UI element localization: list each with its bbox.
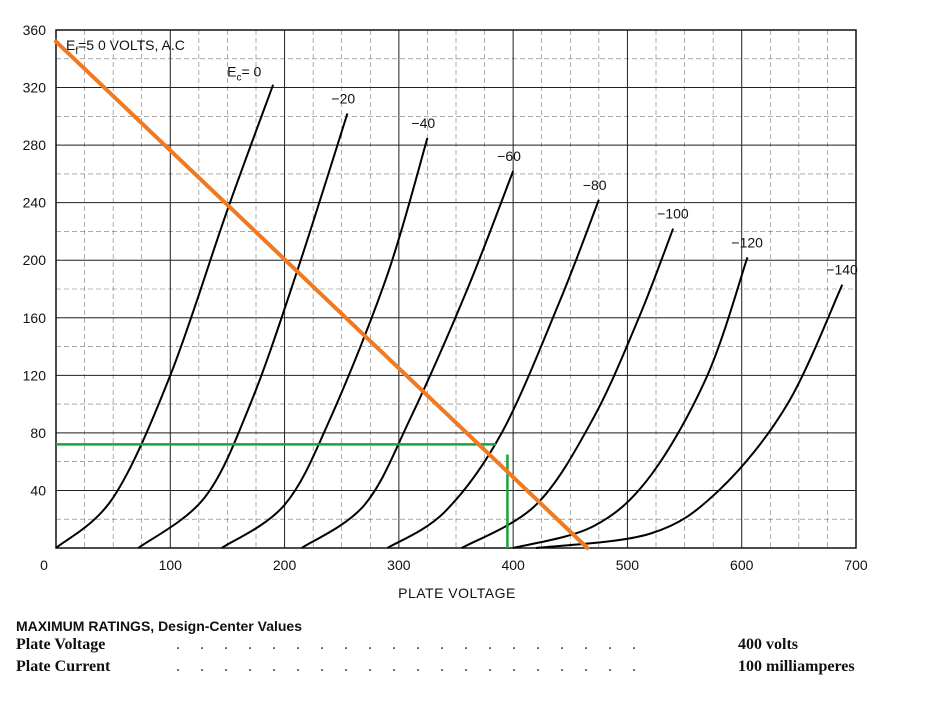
load-line [54, 39, 590, 550]
y-tick-label: 320 [23, 80, 47, 96]
x-tick-label: 600 [730, 557, 754, 573]
axis-tick-labels: 0 100 200 300 400 500 600 700 40 80 120 160 200 240 28… [23, 22, 868, 573]
x-tick-label: 200 [273, 557, 297, 573]
x-axis-title: PLATE VOLTAGE [398, 585, 516, 601]
leader-dots: . . . . . . . . . . . . . . . . . . . . [176, 658, 644, 675]
y-tick-label: 240 [23, 195, 47, 211]
leader-dots: . . . . . . . . . . . . . . . . . . . . [176, 636, 644, 653]
curve-−100 [461, 228, 675, 549]
x-tick-label: 100 [159, 557, 183, 573]
ratings-row: Plate Voltage . . . . . . . . . . . . . … [16, 636, 916, 658]
curve-label: −80 [583, 177, 607, 193]
x-tick-label: 400 [501, 557, 525, 573]
ratings-label-plate-current: Plate Current [16, 658, 111, 675]
x-tick-label: 700 [844, 557, 868, 573]
y-tick-label: 360 [23, 22, 47, 38]
curve-label: −120 [731, 234, 763, 250]
ratings-label-plate-voltage: Plate Voltage [16, 636, 106, 653]
curve-−80 [386, 199, 600, 549]
curve-label: −20 [331, 90, 355, 106]
y-tick-label: 200 [23, 252, 47, 268]
load-line-path [54, 39, 590, 550]
curve-labels: Ef=5 0 VOLTS, A.C Ec= 0 −20 −40 −60 −80 −100 −1… [66, 37, 858, 278]
x-tick-label: 0 [40, 557, 48, 573]
major-grid [55, 29, 857, 549]
y-tick-label: 40 [30, 482, 46, 498]
curve-−120 [512, 257, 749, 549]
x-tick-label: 300 [387, 557, 411, 573]
minor-grid [55, 29, 857, 549]
plot-frame [55, 29, 857, 549]
ratings-value-plate-voltage: 400 volts [738, 636, 798, 653]
ratings-value-plate-current: 100 milliamperes [738, 658, 855, 675]
curve-label-0: Ec= 0 [227, 64, 261, 84]
curve-label: −40 [411, 115, 435, 131]
maximum-ratings-section: MAXIMUM RATINGS, Design-Center Values Pl… [16, 618, 916, 680]
plate-characteristics-chart: 0 100 200 300 400 500 600 700 40 80 120 160 200 240 28… [23, 22, 868, 601]
curve-−140 [535, 284, 844, 549]
curve-−20 [137, 113, 349, 549]
operating-point-guides [56, 443, 509, 548]
curve-−60 [301, 170, 515, 549]
curve-−40 [221, 137, 429, 549]
y-tick-label: 280 [23, 137, 47, 153]
y-tick-label: 80 [30, 425, 46, 441]
y-tick-label: 120 [23, 367, 47, 383]
curve-0 [55, 84, 275, 549]
heater-voltage-label: Ef=5 0 VOLTS, A.C [66, 37, 185, 57]
ratings-title: MAXIMUM RATINGS, Design-Center Values [16, 618, 303, 634]
y-tick-label: 160 [23, 310, 47, 326]
ratings-row: Plate Current . . . . . . . . . . . . . … [16, 658, 916, 680]
x-tick-label: 500 [616, 557, 640, 573]
curve-label: −60 [497, 148, 521, 164]
curve-label: −100 [657, 206, 689, 222]
curve-label: −140 [826, 262, 858, 278]
